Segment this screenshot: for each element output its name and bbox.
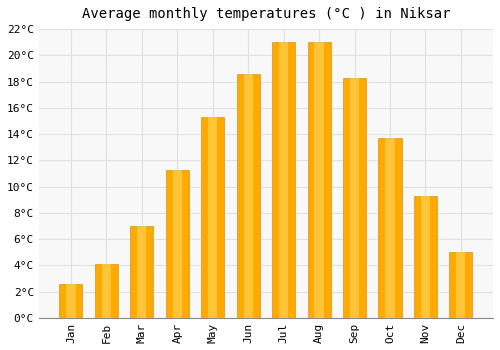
Bar: [308, 42, 330, 318]
Bar: [66, 284, 76, 318]
Bar: [314, 42, 324, 318]
Bar: [343, 78, 366, 318]
Bar: [236, 74, 260, 318]
Bar: [130, 226, 154, 318]
Bar: [421, 196, 430, 318]
Bar: [456, 252, 466, 318]
Bar: [350, 78, 359, 318]
Bar: [378, 138, 402, 318]
Bar: [95, 264, 118, 318]
Bar: [244, 74, 253, 318]
Bar: [272, 42, 295, 318]
Bar: [138, 226, 146, 318]
Bar: [60, 284, 82, 318]
Bar: [201, 117, 224, 318]
Bar: [414, 196, 437, 318]
Title: Average monthly temperatures (°C ) in Niksar: Average monthly temperatures (°C ) in Ni…: [82, 7, 450, 21]
Bar: [172, 169, 182, 318]
Bar: [450, 252, 472, 318]
Bar: [166, 169, 189, 318]
Bar: [102, 264, 111, 318]
Bar: [208, 117, 218, 318]
Bar: [386, 138, 394, 318]
Bar: [279, 42, 288, 318]
